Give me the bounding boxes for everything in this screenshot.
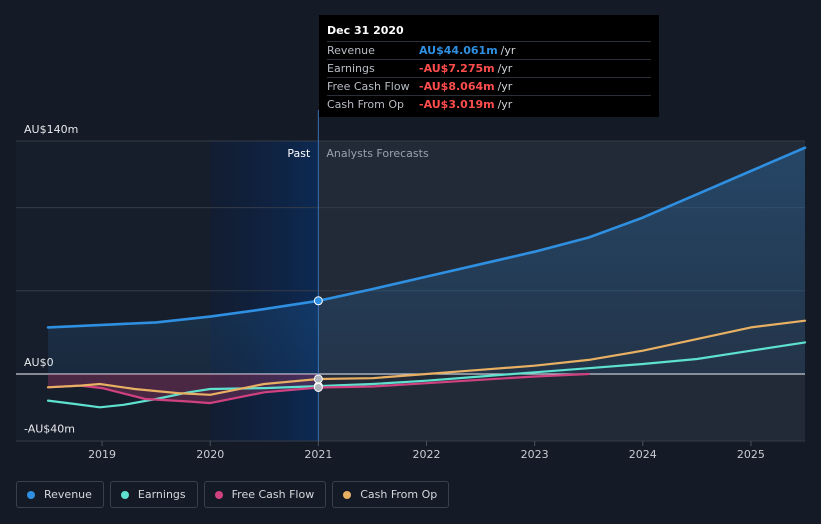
legend: Revenue Earnings Free Cash Flow Cash Fro… [16, 481, 450, 508]
x-tick-label: 2022 [413, 448, 441, 461]
x-tick-label: 2020 [196, 448, 224, 461]
tooltip-row-cash-from-op: Cash From Op -AU$3.019m /yr [327, 95, 651, 113]
legend-label: Free Cash Flow [231, 488, 315, 501]
tooltip-value: -AU$8.064m [419, 80, 495, 93]
tooltip-label: Free Cash Flow [327, 80, 410, 93]
tooltip-row-revenue: Revenue AU$44.061m /yr [327, 41, 651, 59]
tooltip-label: Earnings [327, 62, 375, 75]
series-line-free-cash-flow [46, 372, 590, 405]
x-tick-label: 2021 [304, 448, 332, 461]
x-tick-label: 2025 [737, 448, 765, 461]
series-line-earnings [46, 341, 807, 409]
y-tick-label: -AU$40m [24, 423, 75, 436]
legend-dot-icon [343, 490, 352, 499]
x-tick-label: 2023 [521, 448, 549, 461]
negative-area-fill [48, 374, 319, 404]
series-area-revenue [48, 147, 805, 374]
legend-label: Earnings [137, 488, 186, 501]
series-line-revenue [46, 146, 807, 329]
legend-label: Revenue [44, 488, 92, 501]
tooltip-label: Revenue [327, 44, 375, 57]
tooltip-unit: /yr [500, 44, 516, 57]
legend-item-revenue[interactable]: Revenue [16, 481, 104, 508]
y-tick-label: AU$0 [24, 356, 54, 369]
highlight-point-free-cash-flow [313, 382, 323, 392]
tooltip-label: Cash From Op [327, 98, 405, 111]
tooltip-row-free-cash-flow: Free Cash Flow -AU$8.064m /yr [327, 77, 651, 95]
forecast-label: Analysts Forecasts [326, 147, 429, 160]
x-tick-label: 2019 [88, 448, 116, 461]
legend-item-cash-from-op[interactable]: Cash From Op [332, 481, 450, 508]
tooltip-unit: /yr [497, 80, 513, 93]
tooltip-row-earnings: Earnings -AU$7.275m /yr [327, 59, 651, 77]
tooltip-value: -AU$7.275m [419, 62, 495, 75]
legend-label: Cash From Op [360, 488, 438, 501]
tooltip-date: Dec 31 2020 [327, 24, 404, 37]
y-tick-label: AU$140m [24, 123, 78, 136]
tooltip-unit: /yr [497, 98, 513, 111]
legend-item-free-cash-flow[interactable]: Free Cash Flow [203, 481, 327, 508]
highlight-point-cash-from-op [313, 374, 323, 384]
legend-item-earnings[interactable]: Earnings [109, 481, 198, 508]
tooltip-value: AU$44.061m [419, 44, 498, 57]
legend-dot-icon [27, 490, 35, 499]
series-line-cash-from-op [46, 319, 807, 396]
left-margin [0, 141, 16, 441]
highlight-point-revenue [313, 296, 323, 306]
tooltip: Dec 31 2020 Revenue AU$44.061m /yr Earni… [319, 15, 659, 117]
legend-dot-icon [214, 490, 223, 499]
x-tick-label: 2024 [629, 448, 657, 461]
tooltip-value: -AU$3.019m [419, 98, 495, 111]
legend-dot-icon [120, 490, 129, 499]
past-label: Past [287, 147, 311, 160]
tooltip-unit: /yr [497, 62, 513, 75]
